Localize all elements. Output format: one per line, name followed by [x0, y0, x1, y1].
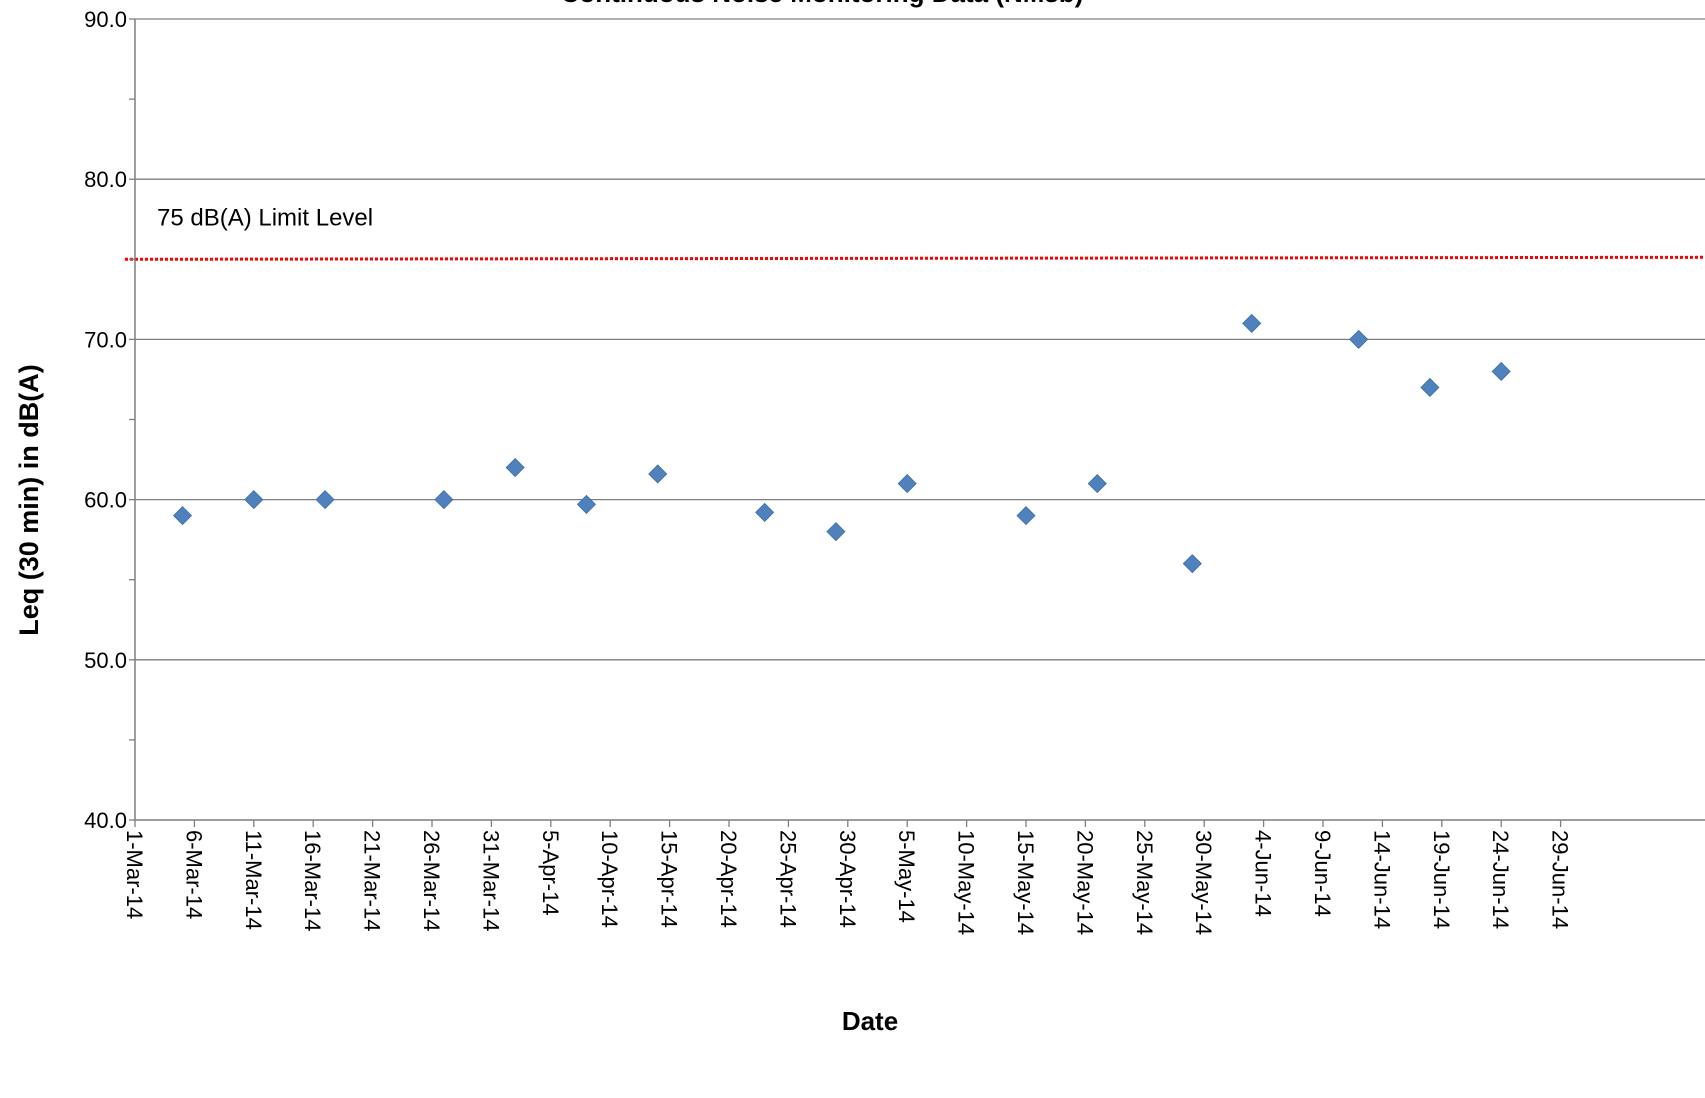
data-point — [648, 464, 668, 484]
x-tick-label: 1-Mar-14 — [122, 830, 147, 919]
x-tick-label: 10-May-14 — [954, 830, 979, 935]
axes — [129, 18, 1705, 827]
x-tick-label: 6-Mar-14 — [181, 830, 206, 919]
data-point — [244, 490, 264, 510]
x-tick-label: 30-May-14 — [1191, 830, 1216, 935]
x-tick-label: 16-Mar-14 — [300, 830, 325, 931]
x-tick-label: 14-Jun-14 — [1369, 830, 1394, 929]
y-tick-label: 70.0 — [84, 327, 127, 352]
limit-line — [124, 255, 1705, 261]
data-point — [826, 522, 846, 542]
data-point — [1420, 377, 1440, 398]
y-tick-label: 60.0 — [84, 488, 127, 513]
x-tick-label: 30-Apr-14 — [835, 830, 860, 928]
data-point — [755, 502, 775, 522]
x-tick-label: 4-Jun-14 — [1251, 830, 1276, 917]
x-axis-title: Date — [842, 1006, 898, 1036]
data-point — [576, 494, 597, 514]
limit-line-label: 75 dB(A) Limit Level — [157, 205, 373, 232]
x-tick-label: 29-Jun-14 — [1548, 830, 1573, 929]
chart-title: Continuous Noise Monitoring Data (NM3b) — [561, 0, 1084, 8]
x-tick-label: 9-Jun-14 — [1310, 830, 1335, 917]
x-tick-label: 20-Apr-14 — [716, 830, 741, 928]
data-point — [1349, 329, 1369, 349]
data-point — [315, 490, 335, 510]
data-point — [1491, 361, 1511, 382]
data-point — [897, 474, 917, 494]
data-point — [172, 506, 193, 526]
x-tick-label: 20-May-14 — [1072, 830, 1097, 935]
x-tick-label: 31-Mar-14 — [478, 830, 503, 931]
x-tick-label: 26-Mar-14 — [419, 830, 444, 931]
y-tick-label: 80.0 — [84, 167, 127, 192]
x-tick-label: 19-Jun-14 — [1429, 830, 1454, 929]
x-tick-labels: 1-Mar-14 6-Mar-14 11-Mar-14 16-Mar-14 21-Mar… — [122, 830, 1573, 935]
data-point — [1016, 506, 1036, 526]
data-point — [1087, 474, 1107, 494]
x-tick-label: 15-Apr-14 — [657, 830, 682, 928]
x-tick-label: 10-Apr-14 — [597, 830, 622, 928]
grid-lines — [135, 18, 1705, 661]
data-point — [505, 457, 525, 478]
x-tick-label: 5-May-14 — [894, 830, 919, 923]
data-points — [172, 313, 1511, 574]
y-tick-labels: 40.0 50.0 60.0 70.0 80.0 90.0 — [84, 7, 127, 833]
data-point — [1182, 554, 1202, 574]
y-axis-title: Leq (30 min) in dB(A) — [14, 364, 44, 636]
data-point — [1242, 313, 1262, 333]
x-tick-label: 11-Mar-14 — [241, 830, 266, 930]
x-tick-label: 15-May-14 — [1013, 830, 1038, 935]
x-tick-label: 21-Mar-14 — [360, 830, 385, 931]
data-point — [434, 490, 454, 510]
x-tick-label: 5-Apr-14 — [538, 830, 563, 916]
y-tick-label: 90.0 — [84, 7, 127, 32]
x-tick-label: 25-Apr-14 — [775, 830, 800, 928]
y-tick-label: 40.0 — [84, 808, 127, 833]
x-tick-label: 24-Jun-14 — [1488, 830, 1513, 929]
y-tick-label: 50.0 — [84, 648, 127, 673]
x-tick-label: 25-May-14 — [1132, 830, 1157, 935]
